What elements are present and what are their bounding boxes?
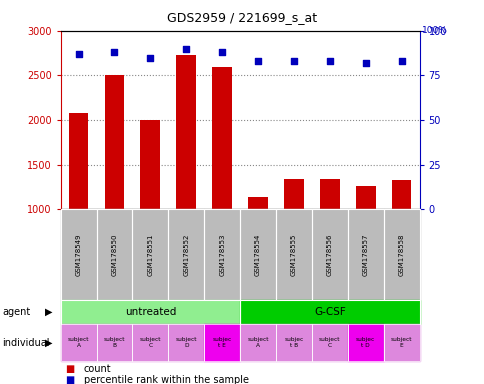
Text: percentile rank within the sample: percentile rank within the sample [84,375,248,384]
Text: count: count [84,364,111,374]
Point [325,58,333,64]
Bar [212,67,231,209]
Bar [176,55,196,209]
Bar [355,186,375,209]
Point [182,46,190,52]
Text: subject
A: subject A [247,337,268,348]
Text: GSM178554: GSM178554 [255,233,260,276]
Text: untreated: untreated [124,307,176,317]
Point [289,58,297,64]
Text: ■: ■ [65,375,75,384]
Point [397,58,405,64]
Bar [391,180,410,209]
Text: subjec
t D: subjec t D [355,337,375,348]
Text: subject
A: subject A [68,337,89,348]
Text: subject
C: subject C [318,337,340,348]
Bar [69,113,88,209]
Bar [105,75,124,209]
Text: GSM178551: GSM178551 [147,233,153,276]
Point [75,51,82,57]
Text: ▶: ▶ [45,338,52,348]
Text: GSM178552: GSM178552 [183,233,189,276]
Text: GSM178555: GSM178555 [290,233,296,276]
Text: ▶: ▶ [45,307,52,317]
Text: GSM178549: GSM178549 [76,233,81,276]
Bar [140,120,160,209]
Point [110,49,118,55]
Text: GSM178556: GSM178556 [326,233,332,276]
Text: GSM178558: GSM178558 [398,233,404,276]
Text: subjec
t B: subjec t B [284,337,303,348]
Text: subjec
t E: subjec t E [212,337,231,348]
Point [146,55,154,61]
Text: 100%: 100% [422,26,447,35]
Text: GDS2959 / 221699_s_at: GDS2959 / 221699_s_at [167,12,317,25]
Text: subject
E: subject E [390,337,411,348]
Text: subject
D: subject D [175,337,197,348]
Text: individual: individual [2,338,49,348]
Text: agent: agent [2,307,30,317]
Text: GSM178550: GSM178550 [111,233,117,276]
Bar [284,179,303,209]
Point [361,60,369,66]
Text: ■: ■ [65,364,75,374]
Text: GSM178557: GSM178557 [362,233,368,276]
Point [218,49,226,55]
Point [254,58,261,64]
Bar [248,197,267,209]
Text: subject
C: subject C [139,337,161,348]
Text: subject
B: subject B [104,337,125,348]
Text: G-CSF: G-CSF [313,307,345,317]
Bar [319,179,339,209]
Text: GSM178553: GSM178553 [219,233,225,276]
